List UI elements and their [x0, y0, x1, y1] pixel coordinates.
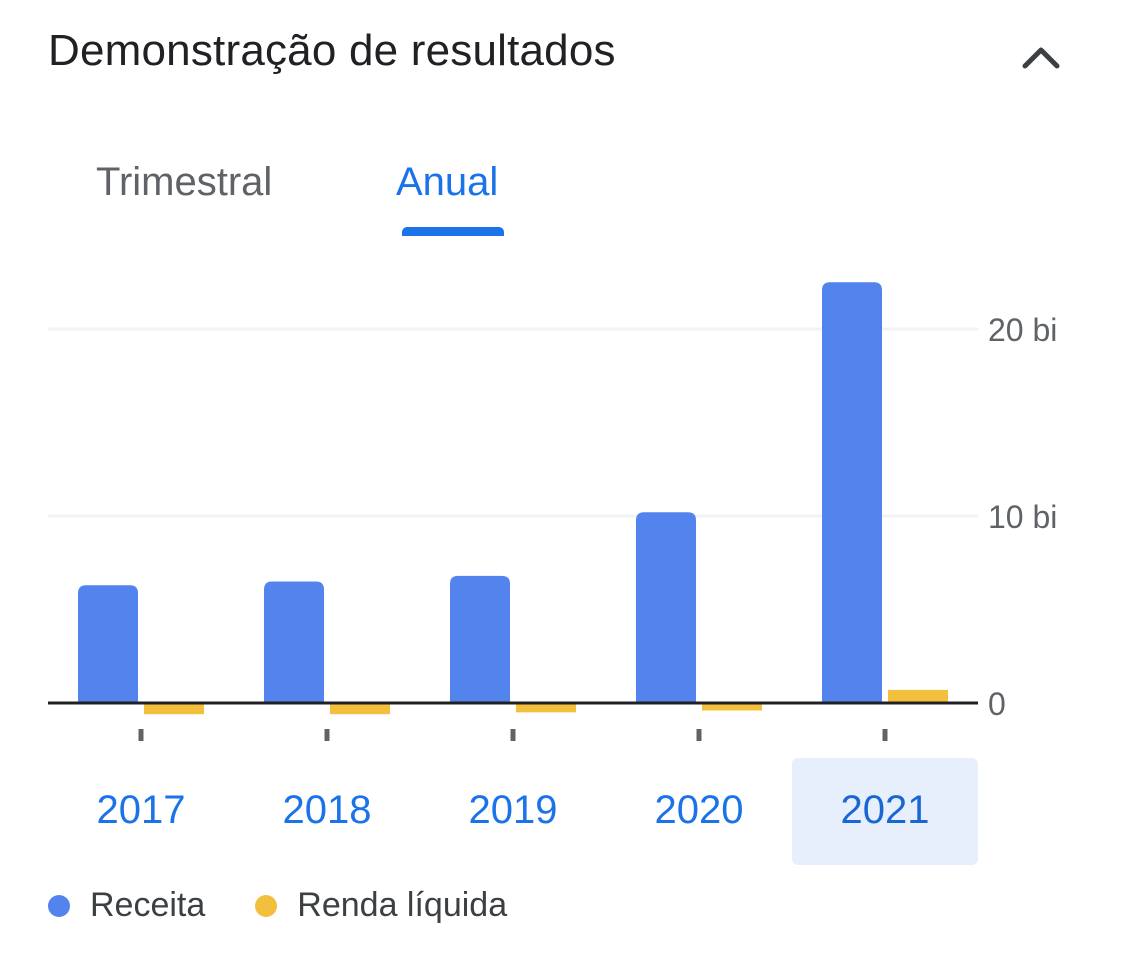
- x-tick-label-2018[interactable]: 2018: [283, 788, 372, 832]
- x-tick-label-2020[interactable]: 2020: [655, 788, 744, 832]
- legend-item-renda-liquida: Renda líquida: [255, 886, 507, 925]
- selected-year-highlight: [792, 758, 978, 865]
- bar-renda-liquida-2020: [702, 703, 762, 711]
- bar-renda-liquida-2021: [888, 689, 948, 703]
- bar-receita-2019: [450, 575, 510, 703]
- y-tick-label: 10 bi: [988, 499, 1057, 535]
- bar-renda-liquida-2019: [516, 703, 576, 713]
- legend-label-renda-liquida: Renda líquida: [297, 886, 508, 924]
- x-tick-mark: [696, 729, 702, 741]
- chevron-up-icon: [1022, 47, 1060, 69]
- x-tick-mark: [324, 729, 330, 741]
- chart-legend: Receita Renda líquida: [48, 886, 507, 925]
- bar-renda-liquida-2018: [330, 703, 390, 715]
- legend-item-receita: Receita: [48, 886, 205, 925]
- bar-renda-liquida-2017: [144, 703, 204, 715]
- x-tick-mark: [138, 729, 144, 741]
- tab-annual[interactable]: Anual: [396, 160, 499, 204]
- y-tick-label: 20 bi: [988, 312, 1057, 348]
- legend-dot-receita: [48, 894, 70, 917]
- tab-quarterly[interactable]: Trimestral: [96, 160, 273, 204]
- x-tick-mark: [510, 729, 516, 741]
- x-tick-mark: [882, 729, 888, 741]
- x-tick-label-2017[interactable]: 2017: [97, 788, 186, 832]
- x-tick-label-2019[interactable]: 2019: [469, 788, 558, 832]
- y-tick-label: 0: [988, 686, 1006, 722]
- bar-receita-2020: [636, 512, 696, 703]
- bar-receita-2017: [78, 585, 138, 703]
- x-tick-label-2021[interactable]: 2021: [841, 788, 930, 832]
- legend-label-receita: Receita: [90, 886, 206, 924]
- collapse-button[interactable]: [1005, 22, 1077, 94]
- legend-dot-renda-liquida: [255, 894, 278, 917]
- tab-annual-indicator: [402, 227, 504, 236]
- card-title: Demonstração de resultados: [48, 26, 616, 75]
- bar-receita-2021: [822, 282, 882, 703]
- bar-receita-2018: [264, 581, 324, 703]
